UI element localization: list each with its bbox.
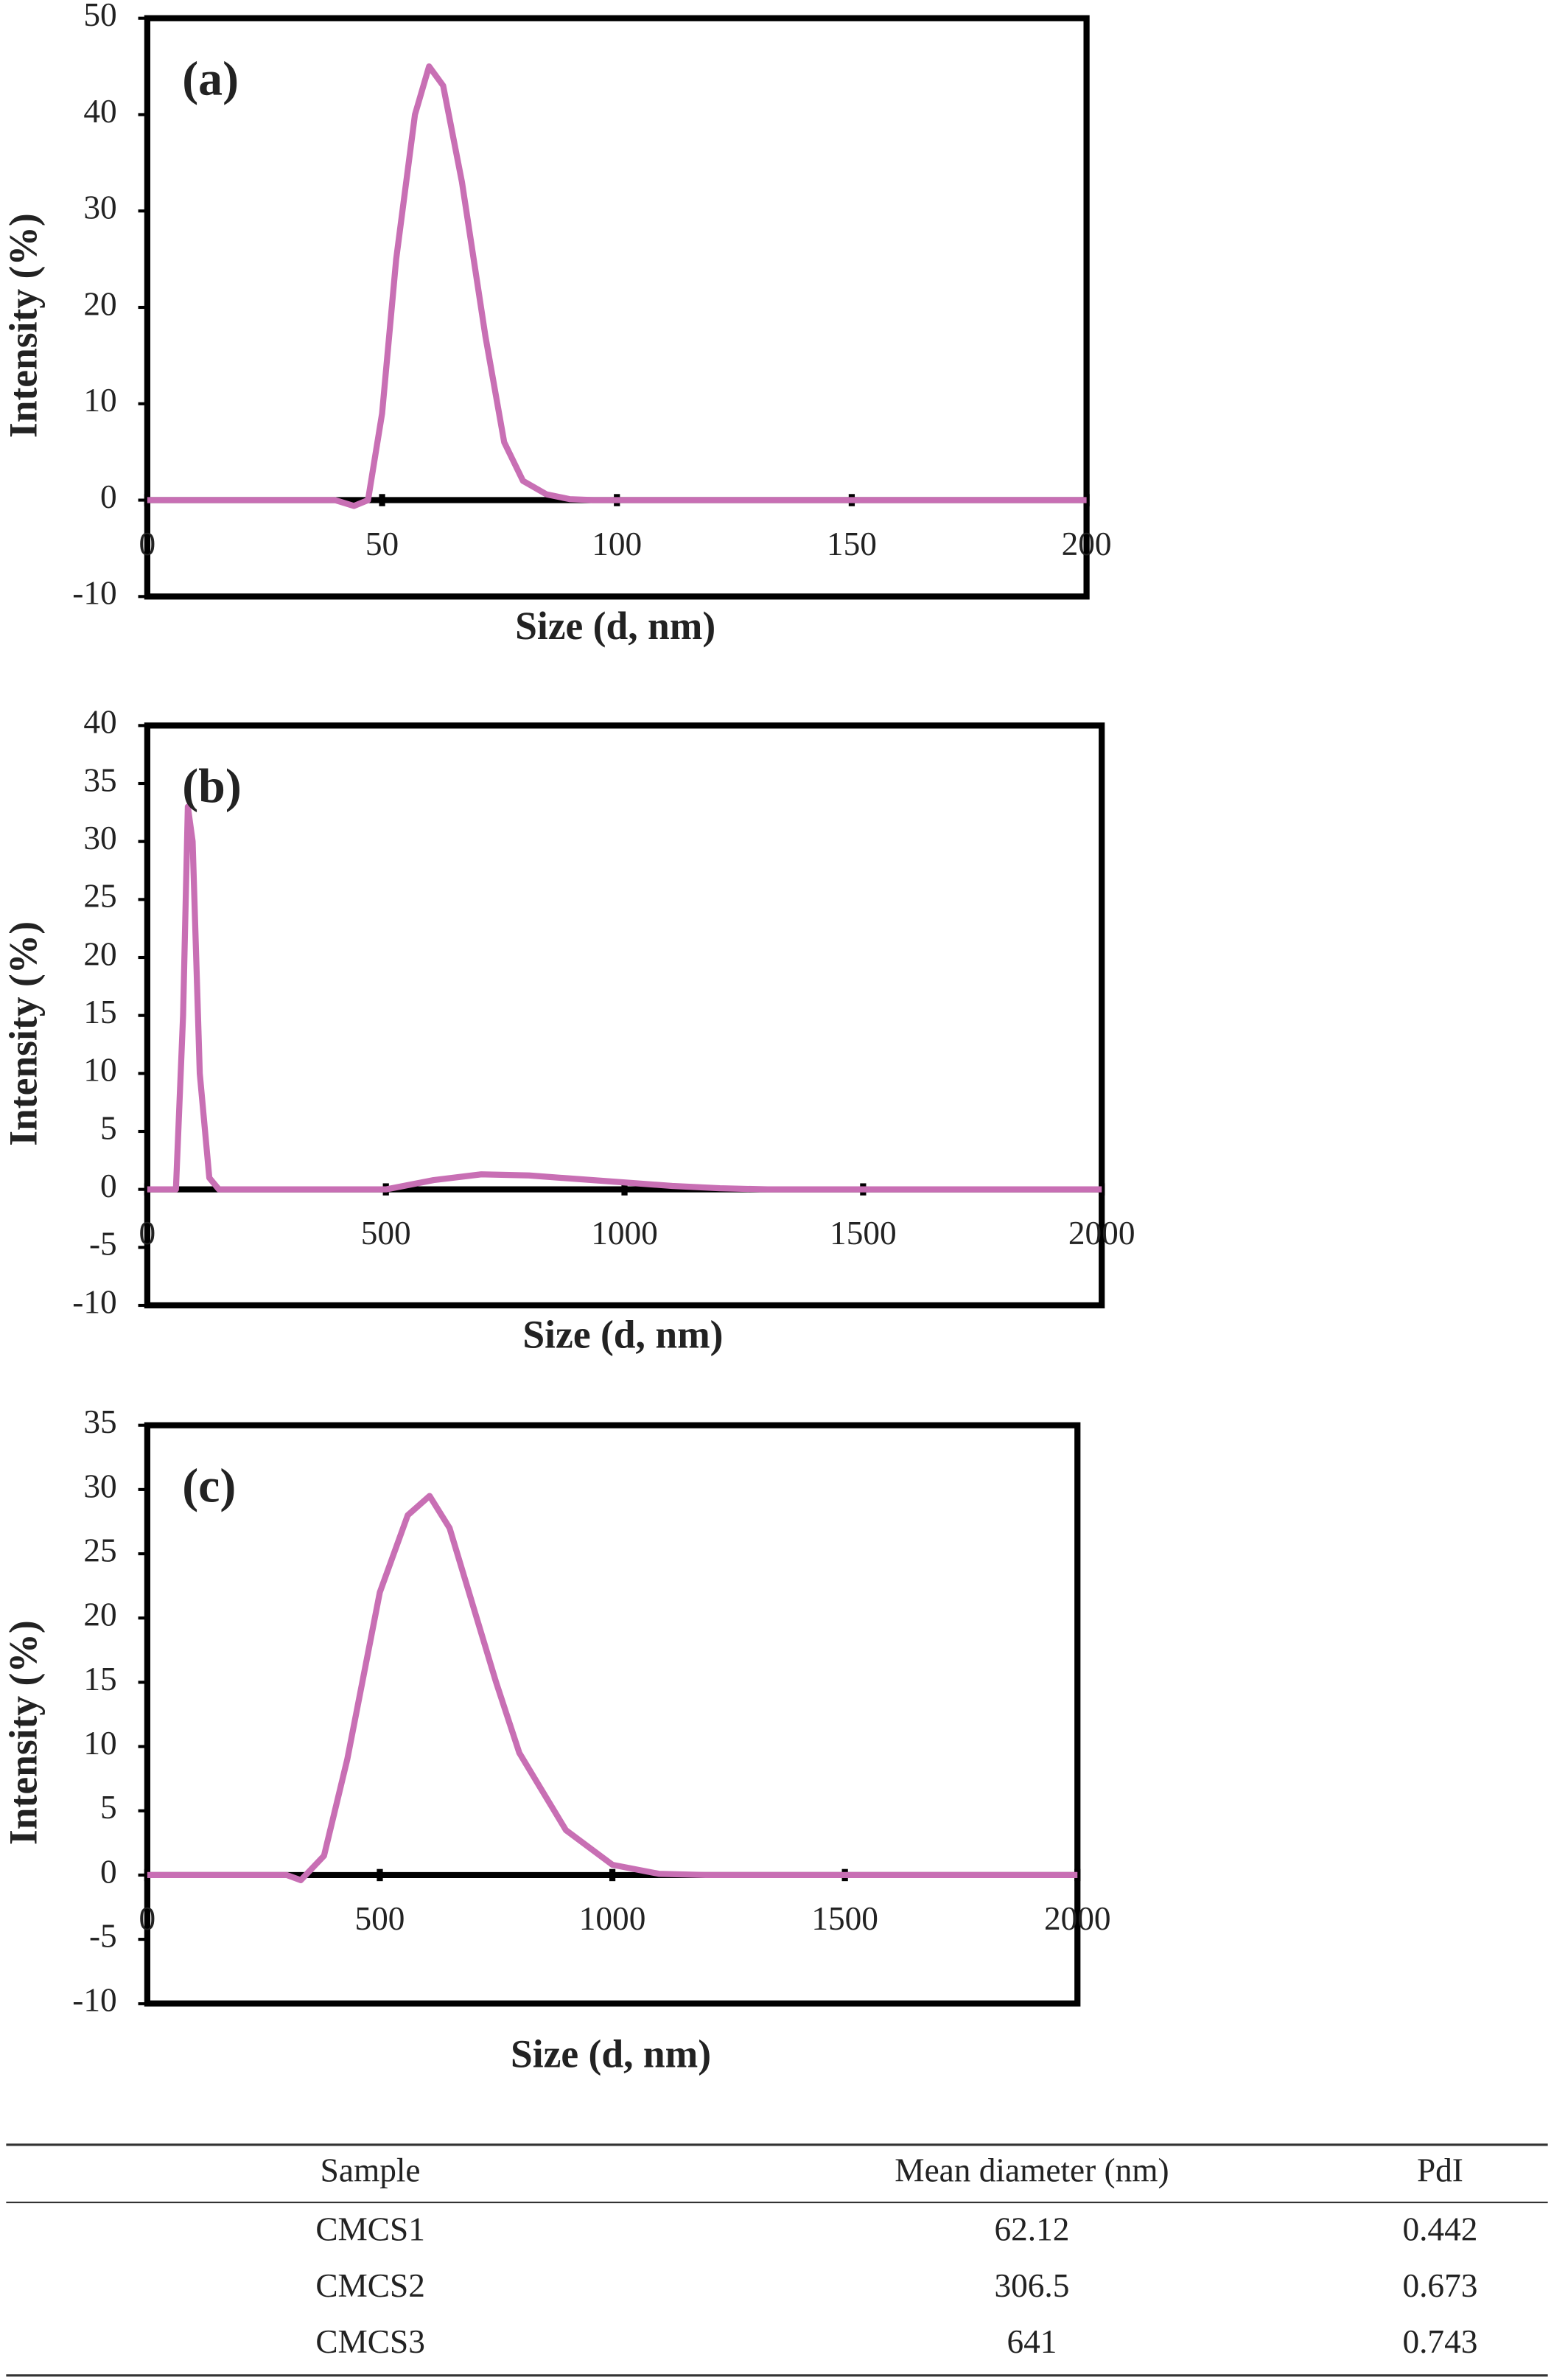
table-cell: 0.673: [1402, 2267, 1477, 2304]
y-tick-label: 10: [83, 382, 116, 419]
x-tick-label: 1000: [579, 1900, 646, 1937]
table-header: PdI: [1417, 2152, 1463, 2188]
y-tick-label: 40: [83, 93, 116, 130]
y-tick-label: 30: [83, 820, 116, 856]
x-tick-label: 100: [592, 526, 642, 562]
x-tick-label: 1000: [591, 1215, 658, 1252]
table-cell: 62.12: [995, 2211, 1070, 2248]
y-tick-label: 50: [83, 0, 116, 33]
y-tick-label: -5: [89, 1918, 117, 1955]
y-axis-label: Intensity (%): [1, 921, 45, 1146]
table-cell: 0.442: [1402, 2211, 1477, 2248]
x-axis-label: Size (d, nm): [515, 604, 715, 648]
x-tick-label: 1500: [811, 1900, 878, 1937]
x-tick-label: 1500: [830, 1215, 897, 1252]
x-tick-label: 500: [354, 1900, 405, 1937]
table-cell: 306.5: [995, 2267, 1070, 2304]
y-tick-label: -10: [72, 575, 116, 612]
y-axis-label: Intensity (%): [1, 1620, 45, 1845]
y-tick-label: 40: [83, 704, 116, 741]
x-tick-label: 0: [139, 1215, 156, 1252]
data-line: [147, 63, 1087, 509]
x-tick-label: 150: [827, 526, 877, 562]
data-line: [147, 803, 1102, 1193]
table-cell: 0.743: [1402, 2323, 1477, 2360]
plot-frame: [144, 15, 1090, 600]
x-tick-label: 0: [139, 526, 156, 562]
y-tick-label: 15: [83, 994, 116, 1030]
x-tick-label: 2000: [1068, 1215, 1135, 1252]
y-axis-label: Intensity (%): [1, 213, 45, 438]
x-tick-label: 200: [1062, 526, 1112, 562]
y-tick-label: 30: [83, 1468, 116, 1504]
y-tick-label: -10: [72, 1283, 116, 1320]
x-tick-label: 500: [361, 1215, 411, 1252]
panel-label: (c): [182, 1459, 236, 1512]
y-tick-label: 5: [100, 1109, 117, 1146]
y-tick-label: 20: [83, 1596, 116, 1633]
table-header: Mean diameter (nm): [895, 2152, 1169, 2188]
x-axis-label: Size (d, nm): [511, 2032, 711, 2076]
y-tick-label: 0: [100, 1853, 117, 1890]
y-tick-label: 35: [83, 761, 116, 798]
x-tick-label: 2000: [1044, 1900, 1111, 1937]
y-tick-label: -5: [89, 1226, 117, 1263]
y-tick-label: 15: [83, 1661, 116, 1697]
y-tick-label: 20: [83, 285, 116, 322]
table-header: Sample: [321, 2152, 421, 2188]
table-cell: 641: [1007, 2323, 1057, 2360]
y-tick-label: 5: [100, 1789, 117, 1826]
panel-label: (b): [182, 759, 242, 813]
y-tick-label: -10: [72, 1982, 116, 2019]
y-tick-label: 30: [83, 189, 116, 226]
y-tick-label: 10: [83, 1725, 116, 1762]
data-line: [147, 1493, 1078, 1884]
x-axis-label: Size (d, nm): [522, 1313, 723, 1357]
y-tick-label: 25: [83, 878, 116, 915]
table-cell: CMCS3: [315, 2323, 425, 2360]
table-cell: CMCS1: [315, 2211, 425, 2248]
y-tick-label: 0: [100, 1168, 117, 1204]
y-tick-label: 25: [83, 1532, 116, 1568]
y-tick-label: 10: [83, 1052, 116, 1089]
panel-label: (a): [182, 52, 239, 105]
plot-frame: [144, 1422, 1081, 2007]
y-tick-label: 20: [83, 935, 116, 972]
y-tick-label: 35: [83, 1403, 116, 1440]
y-tick-label: 0: [100, 478, 117, 515]
x-tick-label: 0: [139, 1900, 156, 1937]
x-tick-label: 50: [365, 526, 399, 562]
table-cell: CMCS2: [315, 2267, 425, 2304]
